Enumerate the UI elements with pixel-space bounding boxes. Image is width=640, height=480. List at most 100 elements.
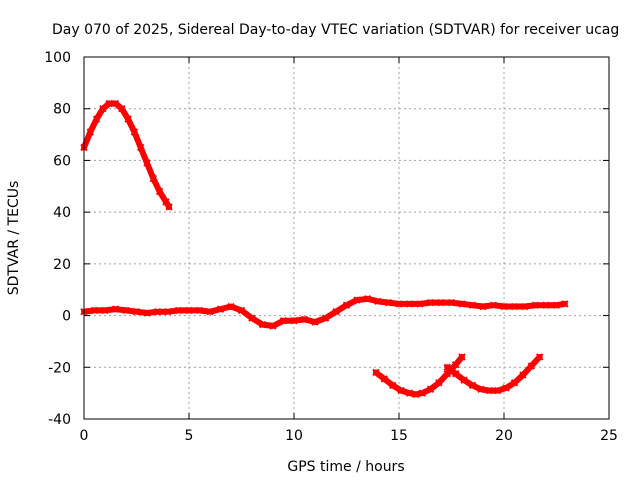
data-point	[527, 362, 536, 370]
data-point	[174, 306, 183, 315]
y-tick-label: 100	[44, 50, 71, 66]
data-point	[143, 159, 151, 167]
data-point	[426, 385, 435, 393]
data-point	[311, 318, 319, 326]
data-point	[388, 381, 397, 390]
y-tick-label: 20	[53, 257, 71, 273]
data-point	[269, 322, 277, 330]
data-point	[321, 314, 330, 322]
data-point	[405, 300, 414, 308]
data-point	[451, 370, 460, 378]
data-point	[519, 371, 527, 379]
data-point	[458, 353, 466, 361]
y-axis-title: SDTVAR / TECUs	[6, 181, 22, 296]
data-point	[155, 187, 164, 196]
data-point	[153, 307, 162, 316]
data-point	[447, 298, 456, 307]
data-point	[90, 306, 99, 315]
plot-frame	[83, 56, 610, 420]
x-tick-label: 10	[285, 428, 303, 444]
x-tick-label: 0	[80, 428, 89, 444]
data-point	[500, 302, 508, 311]
data-point	[510, 379, 519, 387]
data-point	[290, 317, 298, 325]
data-point	[143, 309, 151, 317]
data-point	[502, 384, 510, 392]
data-point	[92, 115, 101, 123]
data-point	[405, 389, 414, 397]
data-point	[435, 379, 443, 387]
data-point	[412, 390, 420, 399]
data-point	[353, 296, 361, 304]
data-point	[374, 297, 382, 306]
data-point	[468, 381, 477, 390]
data-point	[122, 306, 130, 315]
data-point	[416, 300, 424, 308]
data-point	[195, 306, 204, 315]
data-point	[458, 300, 466, 308]
data-point	[279, 317, 288, 325]
data-point	[237, 306, 246, 315]
data-point	[363, 295, 372, 303]
data-point	[111, 99, 120, 108]
data-point	[206, 307, 214, 316]
y-tick-label: 0	[62, 309, 71, 325]
data-point	[437, 298, 445, 307]
data-point	[227, 302, 235, 311]
data-point	[384, 298, 393, 307]
grid-lines	[84, 57, 609, 419]
data-point	[164, 307, 172, 316]
x-tick-label: 25	[600, 428, 618, 444]
x-tick-label: 15	[390, 428, 408, 444]
data-point	[149, 174, 158, 183]
data-point	[99, 105, 107, 113]
y-tick-label: -40	[48, 412, 71, 428]
data-point	[542, 301, 550, 309]
axis-ticks: 0 5 10 15 20 25 -40 -20 0 20 40 60 80 100	[44, 50, 618, 444]
data-point	[561, 300, 569, 308]
data-point	[124, 115, 132, 123]
y-tick-label: 80	[53, 102, 71, 118]
y-tick-label: 60	[53, 153, 71, 169]
data-point	[451, 360, 460, 369]
data-point	[162, 198, 170, 206]
data-point	[493, 386, 502, 395]
data-point	[395, 300, 403, 308]
data-point	[521, 302, 529, 311]
data-point	[248, 314, 256, 322]
data-point	[426, 298, 435, 307]
data-point	[397, 386, 405, 395]
data-point	[118, 105, 126, 113]
data-points	[80, 99, 569, 399]
data-point	[130, 128, 139, 136]
data-point	[258, 320, 267, 329]
data-point	[332, 307, 340, 316]
data-point	[105, 99, 113, 108]
data-point	[216, 305, 225, 313]
data-point	[185, 306, 193, 315]
data-point	[479, 302, 487, 311]
y-tick-label: -20	[48, 360, 71, 376]
data-point	[477, 385, 485, 393]
data-point	[342, 301, 351, 309]
data-point	[372, 368, 380, 377]
chart-title: Day 070 of 2025, Sidereal Day-to-day VTE…	[52, 22, 619, 38]
data-point	[165, 203, 173, 211]
x-tick-label: 5	[185, 428, 194, 444]
data-point	[531, 301, 540, 309]
x-tick-label: 20	[495, 428, 513, 444]
data-point	[468, 301, 477, 309]
data-point	[460, 376, 468, 384]
data-point	[111, 305, 120, 313]
x-axis-title: GPS time / hours	[287, 459, 404, 475]
data-point	[535, 353, 544, 361]
data-point	[132, 307, 141, 316]
data-point	[489, 301, 498, 309]
data-point	[300, 315, 309, 324]
data-point	[552, 301, 561, 309]
data-point	[136, 143, 145, 152]
data-point	[86, 128, 95, 136]
data-point	[443, 363, 452, 371]
y-tick-label: 40	[53, 205, 71, 221]
